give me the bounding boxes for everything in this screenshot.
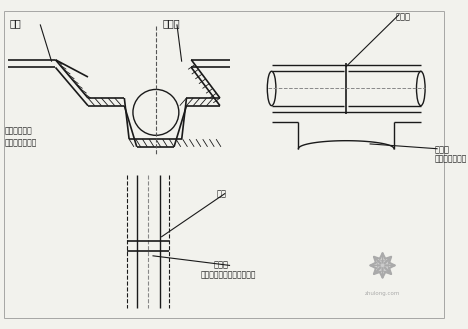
Text: 地平: 地平 — [9, 19, 22, 29]
Text: 详图: 详图 — [217, 189, 227, 198]
Text: 放块沙居序基
现浇及二次決中: 放块沙居序基 现浇及二次決中 — [5, 127, 37, 147]
Text: （积水坑抚水）: （积水坑抚水） — [434, 154, 467, 164]
Text: 集水坑: 集水坑 — [434, 145, 449, 154]
FancyBboxPatch shape — [377, 260, 388, 271]
Text: 对口口: 对口口 — [396, 12, 411, 21]
Text: （空心地支座，十字路水）: （空心地支座，十字路水） — [201, 270, 256, 279]
Text: 支护衡: 支护衡 — [213, 261, 228, 269]
Text: 排水沟: 排水沟 — [162, 19, 180, 29]
Text: zhulong.com: zhulong.com — [365, 291, 400, 296]
